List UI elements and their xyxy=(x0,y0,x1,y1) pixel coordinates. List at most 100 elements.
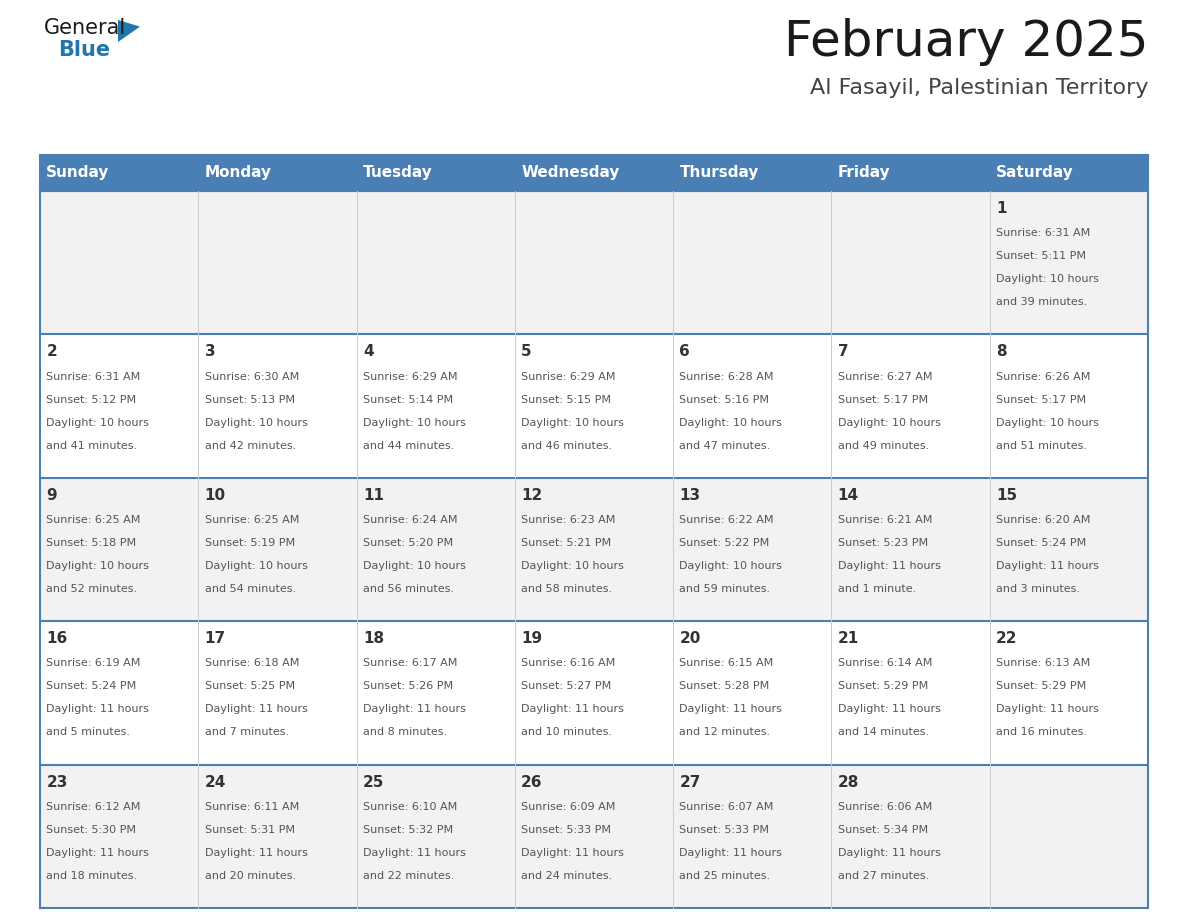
Text: 2: 2 xyxy=(46,344,57,360)
Text: Daylight: 10 hours: Daylight: 10 hours xyxy=(46,418,150,428)
Bar xyxy=(832,765,990,908)
Text: Sunset: 5:27 PM: Sunset: 5:27 PM xyxy=(522,681,612,691)
Text: 16: 16 xyxy=(46,632,68,646)
Bar xyxy=(674,155,832,191)
Text: Sunrise: 6:11 AM: Sunrise: 6:11 AM xyxy=(204,802,299,812)
Text: Sunrise: 6:07 AM: Sunrise: 6:07 AM xyxy=(680,802,773,812)
Text: Daylight: 10 hours: Daylight: 10 hours xyxy=(996,418,1099,428)
Text: Sunset: 5:13 PM: Sunset: 5:13 PM xyxy=(204,395,295,405)
Text: Sunday: Sunday xyxy=(46,165,109,181)
Text: 4: 4 xyxy=(362,344,373,360)
Text: and 12 minutes.: and 12 minutes. xyxy=(680,727,771,737)
Text: 7: 7 xyxy=(838,344,848,360)
Text: Sunrise: 6:24 AM: Sunrise: 6:24 AM xyxy=(362,515,457,525)
Text: and 52 minutes.: and 52 minutes. xyxy=(46,584,138,594)
Bar xyxy=(674,621,832,765)
Text: Daylight: 11 hours: Daylight: 11 hours xyxy=(680,847,783,857)
Text: Daylight: 11 hours: Daylight: 11 hours xyxy=(996,704,1099,714)
Bar xyxy=(990,155,1148,191)
Text: and 18 minutes.: and 18 minutes. xyxy=(46,870,138,880)
Text: Sunset: 5:21 PM: Sunset: 5:21 PM xyxy=(522,538,612,548)
Text: Thursday: Thursday xyxy=(680,165,759,181)
Text: Sunrise: 6:29 AM: Sunrise: 6:29 AM xyxy=(522,372,615,382)
Bar xyxy=(40,477,198,621)
Bar xyxy=(40,155,198,191)
Bar xyxy=(356,765,514,908)
Text: and 7 minutes.: and 7 minutes. xyxy=(204,727,289,737)
Text: Sunset: 5:17 PM: Sunset: 5:17 PM xyxy=(838,395,928,405)
Text: and 8 minutes.: and 8 minutes. xyxy=(362,727,447,737)
Text: Sunrise: 6:23 AM: Sunrise: 6:23 AM xyxy=(522,515,615,525)
Text: Sunrise: 6:10 AM: Sunrise: 6:10 AM xyxy=(362,802,457,812)
Text: and 47 minutes.: and 47 minutes. xyxy=(680,441,771,451)
Text: and 59 minutes.: and 59 minutes. xyxy=(680,584,771,594)
Text: Daylight: 10 hours: Daylight: 10 hours xyxy=(522,561,624,571)
Text: Daylight: 11 hours: Daylight: 11 hours xyxy=(362,847,466,857)
Text: Sunrise: 6:13 AM: Sunrise: 6:13 AM xyxy=(996,658,1091,668)
Text: Sunset: 5:24 PM: Sunset: 5:24 PM xyxy=(996,538,1086,548)
Text: Saturday: Saturday xyxy=(996,165,1074,181)
Text: Al Fasayil, Palestinian Territory: Al Fasayil, Palestinian Territory xyxy=(809,78,1148,98)
Text: Sunrise: 6:16 AM: Sunrise: 6:16 AM xyxy=(522,658,615,668)
Text: and 24 minutes.: and 24 minutes. xyxy=(522,870,613,880)
Text: Sunset: 5:33 PM: Sunset: 5:33 PM xyxy=(680,825,770,834)
Text: Sunrise: 6:27 AM: Sunrise: 6:27 AM xyxy=(838,372,933,382)
Text: Daylight: 10 hours: Daylight: 10 hours xyxy=(204,561,308,571)
Text: Sunset: 5:24 PM: Sunset: 5:24 PM xyxy=(46,681,137,691)
Text: General: General xyxy=(44,18,126,38)
Text: Sunset: 5:29 PM: Sunset: 5:29 PM xyxy=(996,681,1086,691)
Text: Sunset: 5:32 PM: Sunset: 5:32 PM xyxy=(362,825,453,834)
Text: Sunrise: 6:30 AM: Sunrise: 6:30 AM xyxy=(204,372,299,382)
Text: Daylight: 11 hours: Daylight: 11 hours xyxy=(46,847,150,857)
Bar xyxy=(356,155,514,191)
Text: Sunset: 5:25 PM: Sunset: 5:25 PM xyxy=(204,681,295,691)
Bar xyxy=(832,477,990,621)
Bar xyxy=(514,477,674,621)
Text: 18: 18 xyxy=(362,632,384,646)
Text: Sunset: 5:34 PM: Sunset: 5:34 PM xyxy=(838,825,928,834)
Text: and 22 minutes.: and 22 minutes. xyxy=(362,870,454,880)
Bar xyxy=(674,191,832,334)
Text: 27: 27 xyxy=(680,775,701,789)
Bar xyxy=(356,621,514,765)
Text: Sunset: 5:19 PM: Sunset: 5:19 PM xyxy=(204,538,295,548)
Text: Sunset: 5:11 PM: Sunset: 5:11 PM xyxy=(996,252,1086,262)
Text: Sunset: 5:26 PM: Sunset: 5:26 PM xyxy=(362,681,453,691)
Bar xyxy=(514,334,674,477)
Text: and 14 minutes.: and 14 minutes. xyxy=(838,727,929,737)
Text: 1: 1 xyxy=(996,201,1006,216)
Text: Sunset: 5:29 PM: Sunset: 5:29 PM xyxy=(838,681,928,691)
Text: Blue: Blue xyxy=(58,40,110,60)
Polygon shape xyxy=(118,20,140,42)
Bar xyxy=(198,477,356,621)
Bar xyxy=(40,191,198,334)
Text: and 25 minutes.: and 25 minutes. xyxy=(680,870,771,880)
Bar xyxy=(514,765,674,908)
Text: Sunrise: 6:31 AM: Sunrise: 6:31 AM xyxy=(46,372,140,382)
Bar xyxy=(198,334,356,477)
Bar xyxy=(832,621,990,765)
Bar xyxy=(990,191,1148,334)
Bar xyxy=(990,621,1148,765)
Text: 25: 25 xyxy=(362,775,384,789)
Text: 3: 3 xyxy=(204,344,215,360)
Text: Daylight: 10 hours: Daylight: 10 hours xyxy=(996,274,1099,285)
Text: 14: 14 xyxy=(838,487,859,503)
Bar xyxy=(674,334,832,477)
Text: Sunset: 5:33 PM: Sunset: 5:33 PM xyxy=(522,825,611,834)
Text: Sunrise: 6:26 AM: Sunrise: 6:26 AM xyxy=(996,372,1091,382)
Text: Sunrise: 6:31 AM: Sunrise: 6:31 AM xyxy=(996,229,1091,239)
Text: 10: 10 xyxy=(204,487,226,503)
Text: Sunset: 5:31 PM: Sunset: 5:31 PM xyxy=(204,825,295,834)
Text: 23: 23 xyxy=(46,775,68,789)
Text: Sunset: 5:28 PM: Sunset: 5:28 PM xyxy=(680,681,770,691)
Bar xyxy=(514,155,674,191)
Text: Daylight: 10 hours: Daylight: 10 hours xyxy=(362,418,466,428)
Bar xyxy=(198,765,356,908)
Text: and 56 minutes.: and 56 minutes. xyxy=(362,584,454,594)
Bar xyxy=(356,334,514,477)
Text: and 42 minutes.: and 42 minutes. xyxy=(204,441,296,451)
Bar xyxy=(198,155,356,191)
Text: Monday: Monday xyxy=(204,165,272,181)
Text: February 2025: February 2025 xyxy=(784,18,1148,66)
